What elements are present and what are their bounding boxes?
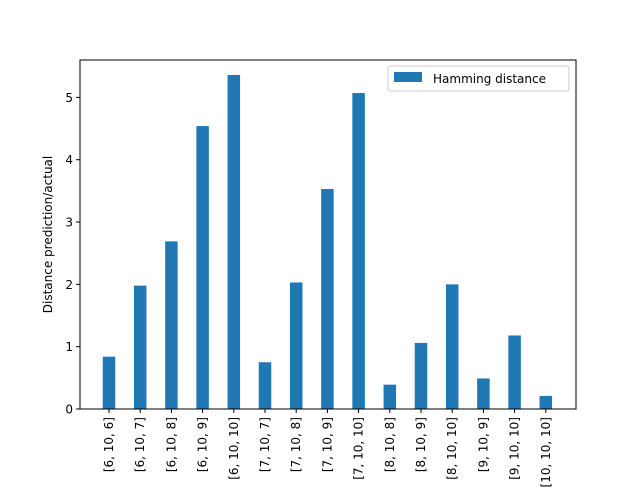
bar-5 — [258, 362, 272, 409]
x-tick-label-1: [6, 10, 7] — [133, 417, 147, 472]
y-tick-label-1: 1 — [65, 340, 73, 354]
plot-frame — [79, 59, 577, 410]
bar-4 — [227, 74, 241, 410]
legend-swatch — [394, 72, 422, 82]
bar-14 — [539, 395, 553, 409]
x-tick-label-5: [7, 10, 7] — [258, 417, 272, 472]
bars-layer — [102, 74, 553, 410]
y-tick-label-5: 5 — [65, 91, 73, 105]
y-tick-label-4: 4 — [65, 153, 73, 167]
bar-1 — [133, 285, 147, 409]
x-tick-label-2: [6, 10, 8] — [164, 417, 178, 472]
x-ticks: [6, 10, 6] [6, 10, 7] [6, 10, 8] [6, 10, 9]… — [102, 409, 553, 487]
y-tick-label-0: 0 — [65, 403, 73, 417]
bar-3 — [196, 126, 209, 409]
x-tick-label-14: [10, 10, 10] — [539, 417, 553, 487]
x-tick-label-11: [8, 10, 10] — [445, 417, 459, 480]
legend-box — [387, 65, 570, 92]
x-tick-label-9: [8, 10, 8] — [383, 417, 397, 472]
y-ticks: 0 1 2 3 4 5 — [65, 91, 80, 417]
legend: Hamming distance — [387, 65, 570, 92]
y-axis-label: Distance prediction/actual — [41, 156, 55, 313]
bar-12 — [477, 378, 490, 409]
bar-6 — [289, 282, 303, 409]
bar-8 — [352, 93, 365, 409]
x-tick-label-6: [7, 10, 8] — [289, 417, 303, 472]
x-tick-label-12: [9, 10, 9] — [476, 417, 490, 472]
bar-10 — [414, 342, 428, 409]
x-tick-label-0: [6, 10, 6] — [102, 417, 116, 472]
legend-label: Hamming distance — [433, 72, 546, 86]
y-tick-label-2: 2 — [65, 278, 73, 292]
bar-0 — [102, 356, 116, 409]
bar-9 — [383, 384, 397, 409]
axes-layer — [79, 59, 577, 410]
x-tick-label-13: [9, 10, 10] — [508, 417, 522, 480]
x-tick-label-4: [6, 10, 10] — [227, 417, 241, 480]
bar-13 — [508, 335, 521, 409]
x-tick-label-7: [7, 10, 9] — [320, 417, 334, 472]
x-tick-label-3: [6, 10, 9] — [196, 417, 210, 472]
bar-2 — [165, 241, 178, 409]
x-tick-label-8: [7, 10, 10] — [352, 417, 366, 480]
y-tick-label-3: 3 — [65, 216, 73, 230]
bar-7 — [321, 189, 334, 409]
bar-11 — [445, 284, 459, 409]
x-tick-label-10: [8, 10, 9] — [414, 417, 428, 472]
